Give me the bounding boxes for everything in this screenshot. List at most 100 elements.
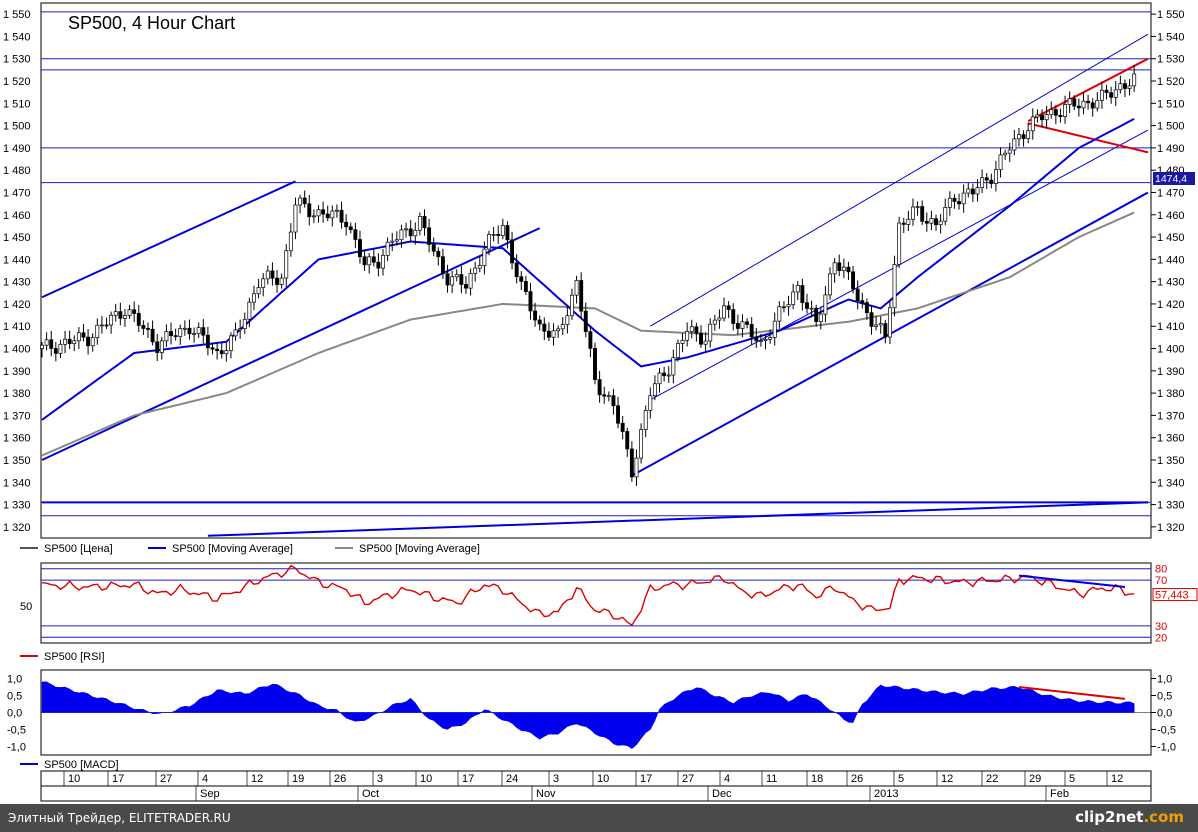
candle-body xyxy=(436,250,441,258)
rsi-value-box xyxy=(1152,588,1198,602)
candle-body xyxy=(275,277,279,285)
price-panel-frame xyxy=(40,2,1152,539)
candle-body xyxy=(570,294,574,317)
chart-canvas: 1 320 1 330 1 340 1 350 1 360 1 370 1 380 1 390… xyxy=(3,2,1198,802)
x-axis-day-labels: 10 17 27 4 12 19 26 3 10 17 24 3 10 17 27 4 11 18 26 5 12 22 2… xyxy=(63,771,1123,786)
x-day-label: 17 xyxy=(640,773,652,785)
y-tick-label: 1 320 xyxy=(3,522,31,534)
candle-body xyxy=(961,192,966,205)
y-tick-label: 1 340 xyxy=(1157,477,1185,489)
candle-body xyxy=(777,306,782,322)
candle-body xyxy=(786,304,791,308)
y-tick-label: 1 400 xyxy=(1157,344,1185,356)
candle-body xyxy=(413,229,418,237)
candle-body xyxy=(1067,98,1072,105)
candle-body xyxy=(685,331,690,341)
candle-body xyxy=(814,307,819,322)
candle-body xyxy=(768,337,773,340)
candle-body xyxy=(1099,89,1104,101)
rsi-level-label: 70 xyxy=(1155,575,1167,587)
candle-body xyxy=(334,209,339,212)
candle-body xyxy=(302,197,307,205)
x-day-label: 3 xyxy=(377,773,383,785)
candle-body xyxy=(307,203,312,218)
macd-y-tick-label: 1,0 xyxy=(1157,674,1172,686)
candle-body xyxy=(58,343,63,354)
candle-body xyxy=(583,310,588,332)
moving-average-grey xyxy=(41,211,1135,457)
x-axis-month-labels: Sep Oct Nov Dec 2013 Feb xyxy=(195,786,1069,801)
clip2net-logo[interactable]: clip2net.com xyxy=(1075,808,1184,826)
candle-body xyxy=(385,241,390,256)
candle-body xyxy=(620,422,625,432)
candle-body xyxy=(546,330,551,338)
y-tick-label: 1 470 xyxy=(3,187,31,199)
candle-body xyxy=(1109,92,1114,98)
candle-body xyxy=(344,221,349,228)
rsi-line xyxy=(41,564,1135,627)
price-candles xyxy=(40,65,1137,486)
candle-body xyxy=(703,340,708,345)
candle-body xyxy=(915,206,920,208)
candle-body xyxy=(1044,114,1049,121)
candle-body xyxy=(159,340,164,353)
x-month-label: 2013 xyxy=(874,788,898,800)
x-day-label: 24 xyxy=(506,773,518,785)
candle-body xyxy=(805,302,809,309)
candle-body xyxy=(482,248,487,266)
candle-body xyxy=(708,323,713,342)
candle-body xyxy=(523,281,528,292)
candle-body xyxy=(348,226,353,231)
rsi-divergence-line xyxy=(1018,574,1126,588)
candle-body xyxy=(252,293,256,303)
candle-body xyxy=(311,215,316,218)
candle-body xyxy=(265,270,270,280)
trendline xyxy=(207,501,1149,537)
candle-body xyxy=(242,318,247,329)
x-axis: 10 17 27 4 12 19 26 3 10 17 24 3 10 17 27 4 11 18 26 5 12 22 2… xyxy=(40,770,1152,802)
y-tick-label: 1 350 xyxy=(3,455,31,467)
candle-body xyxy=(533,310,538,321)
legend-label-ma-blue: SP500 [Moving Average] xyxy=(172,543,293,555)
candle-body xyxy=(947,197,952,208)
candle-body xyxy=(1086,100,1091,104)
candle-body xyxy=(1058,114,1063,118)
candle-body xyxy=(49,339,54,349)
candle-body xyxy=(427,227,432,245)
candle-body xyxy=(754,336,759,342)
candle-body xyxy=(574,280,579,296)
candle-body xyxy=(399,229,404,241)
candle-body xyxy=(238,328,243,331)
candle-body xyxy=(712,319,717,325)
candle-body xyxy=(832,262,837,275)
y-tick-label: 1 530 xyxy=(3,54,31,66)
candle-body xyxy=(657,372,662,385)
candle-body xyxy=(1127,85,1132,89)
candle-body xyxy=(1132,73,1137,87)
candle-body xyxy=(675,343,680,358)
y-axis-left: 1 320 1 330 1 340 1 350 1 360 1 370 1 380 1 390… xyxy=(3,9,31,534)
candle-body xyxy=(468,272,473,289)
candle-body xyxy=(1113,89,1118,98)
rsi-series xyxy=(41,564,1135,627)
candle-body xyxy=(247,301,252,320)
y-tick-label: 1 320 xyxy=(1157,522,1185,534)
candle-body xyxy=(228,335,233,351)
candle-body xyxy=(109,314,114,326)
y-tick-label: 1 490 xyxy=(3,143,31,155)
candle-body xyxy=(929,218,934,224)
candle-body xyxy=(1095,99,1100,109)
y-tick-label: 1 460 xyxy=(1157,210,1185,222)
rsi-level-label: 80 xyxy=(1155,564,1167,576)
candle-body xyxy=(256,287,261,295)
candle-body xyxy=(127,309,132,316)
candle-body xyxy=(874,324,879,327)
candle-body xyxy=(187,327,192,335)
last-price-label: 1474,4 xyxy=(1155,173,1187,185)
candle-body xyxy=(938,220,943,226)
y-tick-label: 1 450 xyxy=(1157,232,1185,244)
candle-body xyxy=(1104,89,1109,94)
x-month-label: Feb xyxy=(1050,788,1069,800)
